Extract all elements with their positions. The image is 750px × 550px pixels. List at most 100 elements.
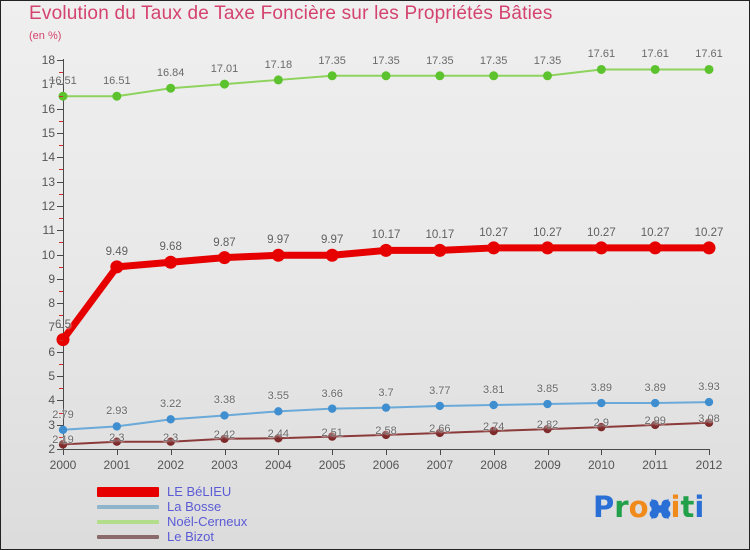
- y-axis-minor-tick: [59, 290, 63, 292]
- data-point: [541, 241, 554, 255]
- logo-letter: i: [694, 490, 705, 524]
- legend-item[interactable]: LE BéLIEU: [97, 484, 247, 499]
- data-point: [704, 397, 714, 407]
- logo-letter: P: [593, 490, 615, 524]
- data-point-label: 3.7: [378, 386, 394, 399]
- data-point-label: 10.17: [425, 229, 455, 242]
- data-point-label: 2.58: [375, 424, 397, 437]
- y-axis-tick: [57, 205, 63, 207]
- data-point-label: 3.66: [321, 387, 343, 400]
- legend-swatch: [97, 486, 159, 497]
- y-axis-tick: [57, 327, 63, 329]
- plot-area: 2 3 4 5 6 7 8 9 10 11 12 13 14 15 16 17 18 2000 2001 2002 20…: [42, 48, 724, 472]
- y-axis-label: 7: [48, 320, 55, 335]
- y-axis-tick: [57, 400, 63, 402]
- data-point: [271, 248, 285, 262]
- series-line: [59, 244, 713, 344]
- data-point: [327, 432, 337, 441]
- x-axis-label: 2006: [372, 458, 400, 472]
- data-point: [381, 403, 391, 412]
- data-point: [650, 398, 660, 408]
- data-point: [597, 422, 606, 432]
- legend-label: La Bosse: [167, 499, 222, 514]
- data-point: [489, 426, 498, 436]
- data-point-label: 3.22: [159, 398, 182, 411]
- data-point-label: 3.85: [536, 383, 559, 396]
- x-axis-label: 2012: [695, 458, 723, 472]
- page-title: Evolution du Taux de Taxe Foncière sur l…: [29, 3, 553, 24]
- data-point: [379, 243, 393, 257]
- data-point: [704, 64, 714, 74]
- x-axis-label: 2008: [480, 458, 508, 472]
- x-axis-label: 2007: [426, 458, 454, 472]
- logo-letter: o: [628, 490, 649, 524]
- y-axis-tick: [57, 303, 63, 305]
- data-point-label: 3.55: [267, 390, 290, 403]
- data-point-label: 9.68: [159, 241, 182, 254]
- data-point: [112, 91, 122, 101]
- data-point: [327, 404, 337, 413]
- data-point-label: 16.51: [49, 75, 77, 88]
- y-axis-tick: [57, 254, 63, 256]
- data-point: [112, 422, 122, 431]
- y-axis-label: 11: [42, 223, 55, 238]
- y-axis-label: 14: [41, 150, 55, 165]
- data-point: [164, 255, 178, 269]
- data-point: [325, 248, 339, 262]
- data-point-label: 17.35: [479, 54, 508, 67]
- data-point-label: 16.84: [156, 67, 185, 80]
- data-point: [596, 64, 606, 74]
- data-point: [166, 437, 175, 446]
- data-point: [702, 241, 716, 255]
- data-point: [381, 71, 391, 81]
- data-point-label: 10.27: [533, 226, 562, 239]
- data-point-label: 2.93: [106, 405, 128, 418]
- data-point: [433, 243, 447, 257]
- data-point: [543, 399, 552, 409]
- data-point: [274, 434, 283, 443]
- y-axis-label: 12: [41, 198, 55, 213]
- y-axis-label: 9: [48, 271, 55, 286]
- data-point: [648, 241, 662, 255]
- data-point-label: 10.27: [479, 226, 509, 239]
- data-point-label: 2.79: [52, 408, 74, 421]
- data-point: [650, 420, 660, 430]
- x-axis-label: 2002: [157, 458, 185, 472]
- data-point: [166, 83, 176, 93]
- y-axis-minor-tick: [59, 96, 63, 98]
- x-axis-tick: [655, 449, 657, 455]
- y-axis-label: 10: [41, 247, 55, 262]
- data-point-label: 10.17: [371, 229, 401, 242]
- data-point-label: 2.19: [52, 434, 74, 447]
- legend-swatch: [97, 504, 159, 509]
- data-point-label: 3.38: [213, 394, 236, 407]
- x-axis-tick: [332, 449, 334, 455]
- y-axis-minor-tick: [59, 436, 63, 438]
- data-point: [58, 440, 68, 449]
- y-axis-tick: [57, 230, 63, 232]
- data-point-label: 10.27: [586, 226, 616, 239]
- logo-x-star-icon: [649, 495, 671, 521]
- legend-item[interactable]: La Bosse: [97, 499, 247, 514]
- data-point-label: 17.35: [372, 54, 400, 67]
- y-axis-label: 2: [48, 442, 55, 456]
- legend-item[interactable]: Le Bizot: [97, 529, 247, 544]
- legend-label: Le Bizot: [167, 529, 214, 544]
- y-axis-tick: [57, 157, 63, 159]
- data-point-label: 17.35: [533, 54, 562, 67]
- data-point: [58, 425, 68, 434]
- y-axis-tick: [57, 351, 63, 353]
- data-point: [435, 401, 445, 411]
- y-axis-minor-tick: [59, 315, 63, 317]
- data-point: [489, 400, 498, 410]
- x-axis-tick: [493, 449, 495, 455]
- x-axis-tick: [601, 449, 603, 455]
- y-axis-label: 6: [48, 344, 55, 359]
- y-axis-tick: [57, 278, 63, 280]
- data-point-label: 17.61: [695, 48, 723, 61]
- legend-item[interactable]: Noël-Cerneux: [97, 514, 247, 529]
- legend-label: Noël-Cerneux: [167, 514, 248, 529]
- proxiti-logo: Pro iti: [593, 490, 704, 524]
- x-axis-tick: [386, 449, 387, 455]
